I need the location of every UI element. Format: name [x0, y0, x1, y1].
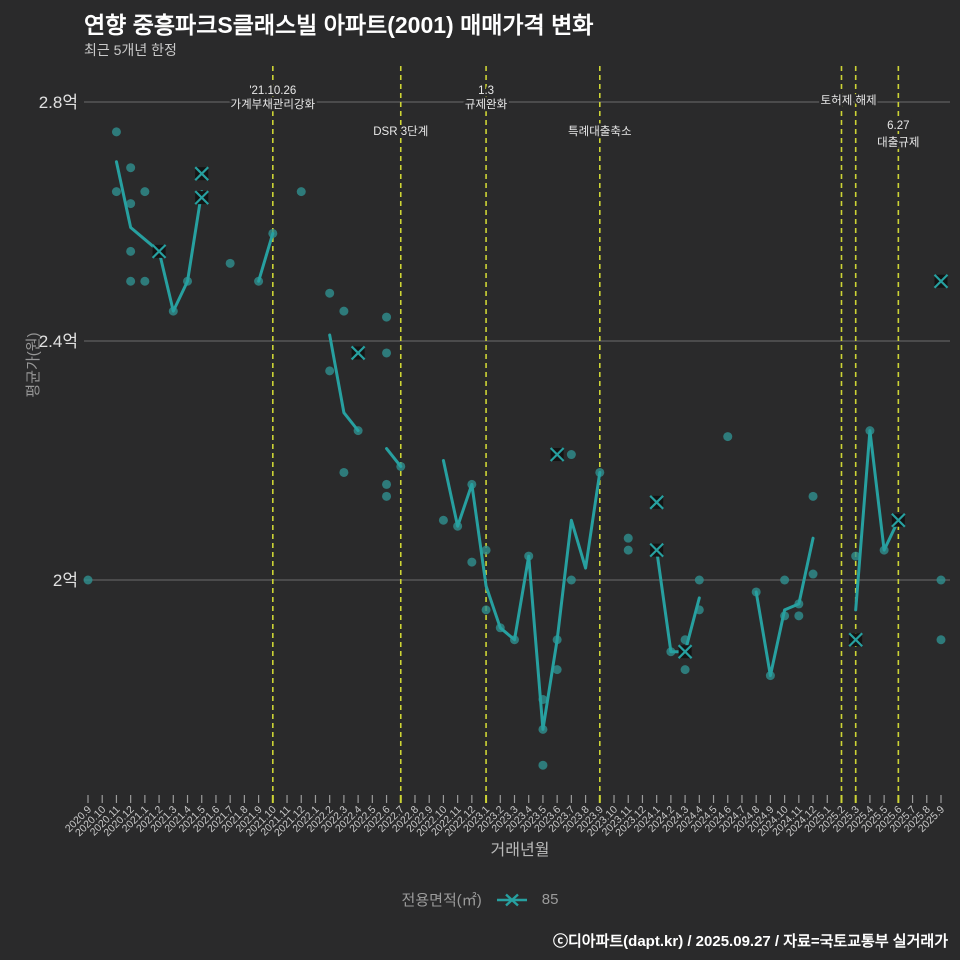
average-line-segment: [441, 459, 602, 731]
transaction-dot: [382, 348, 392, 358]
transaction-dot: [382, 312, 392, 322]
average-line-segment: [257, 231, 275, 283]
transaction-dot: [566, 575, 576, 585]
transaction-dot: [936, 575, 946, 585]
legend-series-85: 85: [541, 891, 559, 908]
transaction-dot: [126, 246, 136, 256]
average-line-segment: [114, 160, 204, 313]
transaction-dot: [566, 450, 576, 460]
event-annotation: 규제완화: [465, 98, 508, 111]
x-marker: [677, 644, 693, 659]
transaction-dot: [111, 187, 121, 197]
transaction-dot: [339, 306, 349, 316]
transaction-dot: [936, 635, 946, 645]
transaction-dot: [808, 569, 818, 579]
transaction-dot: [467, 557, 477, 567]
x-marker: [848, 632, 863, 648]
x-marker: [194, 166, 210, 181]
transaction-dot: [694, 575, 704, 585]
average-line-segment: [385, 447, 403, 468]
x-marker: [649, 542, 664, 558]
transaction-dot: [438, 515, 448, 525]
y-axis-tick-labels: 2.8억 2.4억 2억: [39, 93, 78, 590]
legend: 전용면적(㎡) 85: [0, 889, 960, 910]
legend-label: 전용면적(㎡): [401, 892, 482, 909]
footer-credit: ⓒ디아파트(dapt.kr) / 2025.09.27 / 자료=국토교통부 실…: [552, 933, 948, 950]
transaction-dot: [780, 575, 790, 585]
event-annotation: 6.27: [887, 120, 909, 132]
transaction-dot: [83, 575, 93, 585]
transaction-dot: [126, 199, 136, 209]
transaction-dot: [623, 545, 633, 555]
event-annotation: 토허제 해제: [821, 94, 877, 107]
legend-x-marker-icon: [496, 893, 527, 906]
average-line-segment: [854, 429, 900, 612]
average-line-segment: [754, 536, 815, 678]
y-tick-label: 2억: [53, 571, 78, 590]
transaction-dot: [851, 551, 861, 561]
y-tick-label: 2.4억: [39, 332, 78, 351]
y-axis-title: 평균가(원): [25, 332, 42, 398]
x-marker: [194, 190, 210, 205]
average-line: [114, 160, 900, 731]
x-marker: [549, 447, 565, 462]
transaction-dot: [339, 467, 349, 477]
transaction-dot: [481, 605, 491, 615]
transaction-dot: [680, 665, 690, 675]
page-subtitle: 최근 5개년 한정: [84, 42, 177, 58]
event-annotation: 특례대출축소: [568, 125, 631, 138]
transaction-dot: [296, 187, 306, 197]
scatter-points: [83, 127, 946, 770]
x-marker: [350, 345, 366, 361]
x-axis-ticks: [87, 795, 942, 803]
x-axis-tick-labels: 2020.92020.102020.112020.122021.12021.22…: [63, 804, 947, 839]
x-marker: [891, 512, 906, 528]
x-marker: [649, 495, 664, 510]
transaction-dot: [382, 479, 392, 489]
transaction-dot: [225, 258, 235, 268]
y-tick-label: 2.8억: [39, 93, 78, 112]
transaction-dot: [623, 533, 633, 543]
transaction-dot: [140, 187, 150, 197]
transaction-dot: [382, 491, 392, 501]
x-markers: [151, 166, 949, 659]
gridlines: [84, 101, 950, 581]
transaction-dot: [126, 163, 136, 173]
x-axis-title: 거래년월: [490, 842, 550, 859]
average-line-segment: [328, 333, 360, 433]
event-lines: [272, 66, 900, 800]
average-line-segment: [655, 548, 701, 654]
transaction-dot: [723, 432, 733, 442]
transaction-dot: [126, 276, 136, 286]
event-annotation: 가계부채관리강화: [230, 98, 315, 111]
page-title: 연향 중흥파크S클래스빌 아파트(2001) 매매가격 변화: [84, 12, 594, 38]
transaction-dot: [325, 366, 335, 376]
x-marker: [151, 244, 167, 259]
event-annotation: DSR 3단계: [373, 125, 428, 138]
event-annotation: 대출규제: [877, 136, 919, 149]
transaction-dot: [325, 288, 335, 298]
transaction-dot: [140, 276, 150, 286]
event-annotation: 1.3: [478, 85, 494, 97]
transaction-dot: [808, 491, 818, 501]
event-annotation: '21.10.26: [249, 85, 296, 97]
transaction-dot: [794, 611, 804, 621]
transaction-dot: [538, 760, 548, 770]
transaction-dot: [552, 665, 562, 675]
transaction-dot: [111, 127, 121, 137]
transaction-dot: [481, 545, 491, 555]
x-marker: [933, 273, 949, 289]
